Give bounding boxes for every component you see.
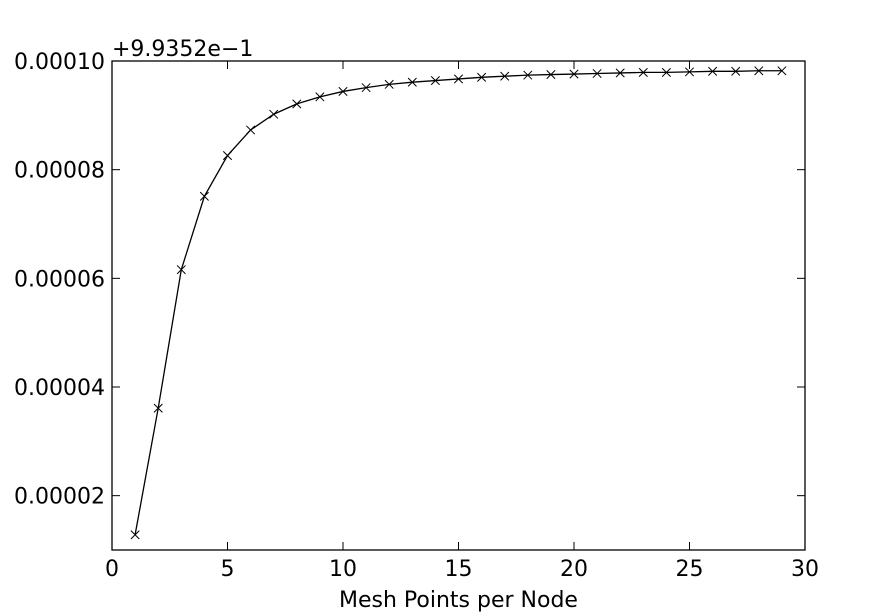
data-point-marker [777,66,787,76]
data-point-marker [361,83,371,93]
data-point-marker [638,67,648,77]
data-point-marker [315,92,325,102]
data-point-marker [477,72,487,82]
data-point-marker [269,109,279,119]
x-tick-label: 30 [791,557,819,582]
axis-offset-label: +9.9352e−1 [112,37,253,62]
data-point-marker [453,74,464,84]
data-point-marker [523,70,533,80]
data-point-marker [199,191,209,201]
y-tick-label: 0.00008 [14,159,105,184]
y-axis: 0.00002 0.00004 0.00006 0.00008 0.00010 [14,50,805,510]
y-tick-label: 0.00010 [14,50,105,75]
data-point-marker [569,69,579,79]
data-point-marker [731,66,741,76]
data-point-marker [130,530,140,540]
data-point-marker [153,403,163,413]
x-axis: 0 5 10 15 20 25 30 [105,61,819,582]
data-point-marker [292,99,302,109]
data-point-marker [500,71,510,81]
data-point-marker [754,66,764,76]
plot-frame [111,60,806,551]
data-point-marker [222,150,233,161]
data-point-marker [546,70,556,80]
y-tick-label: 0.00004 [14,376,105,401]
data-point-marker [708,66,718,76]
x-tick-label: 25 [676,557,704,582]
data-point-marker [661,67,671,77]
data-point-marker [338,86,348,96]
x-tick-label: 0 [105,557,119,582]
x-tick-label: 10 [329,557,357,582]
x-tick-label: 5 [221,557,235,582]
x-axis-label: Mesh Points per Node [339,588,578,612]
data-point-marker [592,68,602,79]
data-point-marker [684,67,695,77]
series-layer [130,66,787,540]
y-tick-label: 0.00006 [14,267,105,292]
data-point-marker [615,68,625,78]
y-tick-label: 0.00002 [14,485,105,510]
x-tick-label: 15 [445,557,473,582]
data-point-marker [176,265,186,275]
data-point-marker [246,125,256,135]
x-tick-label: 20 [560,557,588,582]
data-point-marker [430,76,440,86]
data-point-marker [384,79,394,89]
data-point-marker [407,77,417,87]
